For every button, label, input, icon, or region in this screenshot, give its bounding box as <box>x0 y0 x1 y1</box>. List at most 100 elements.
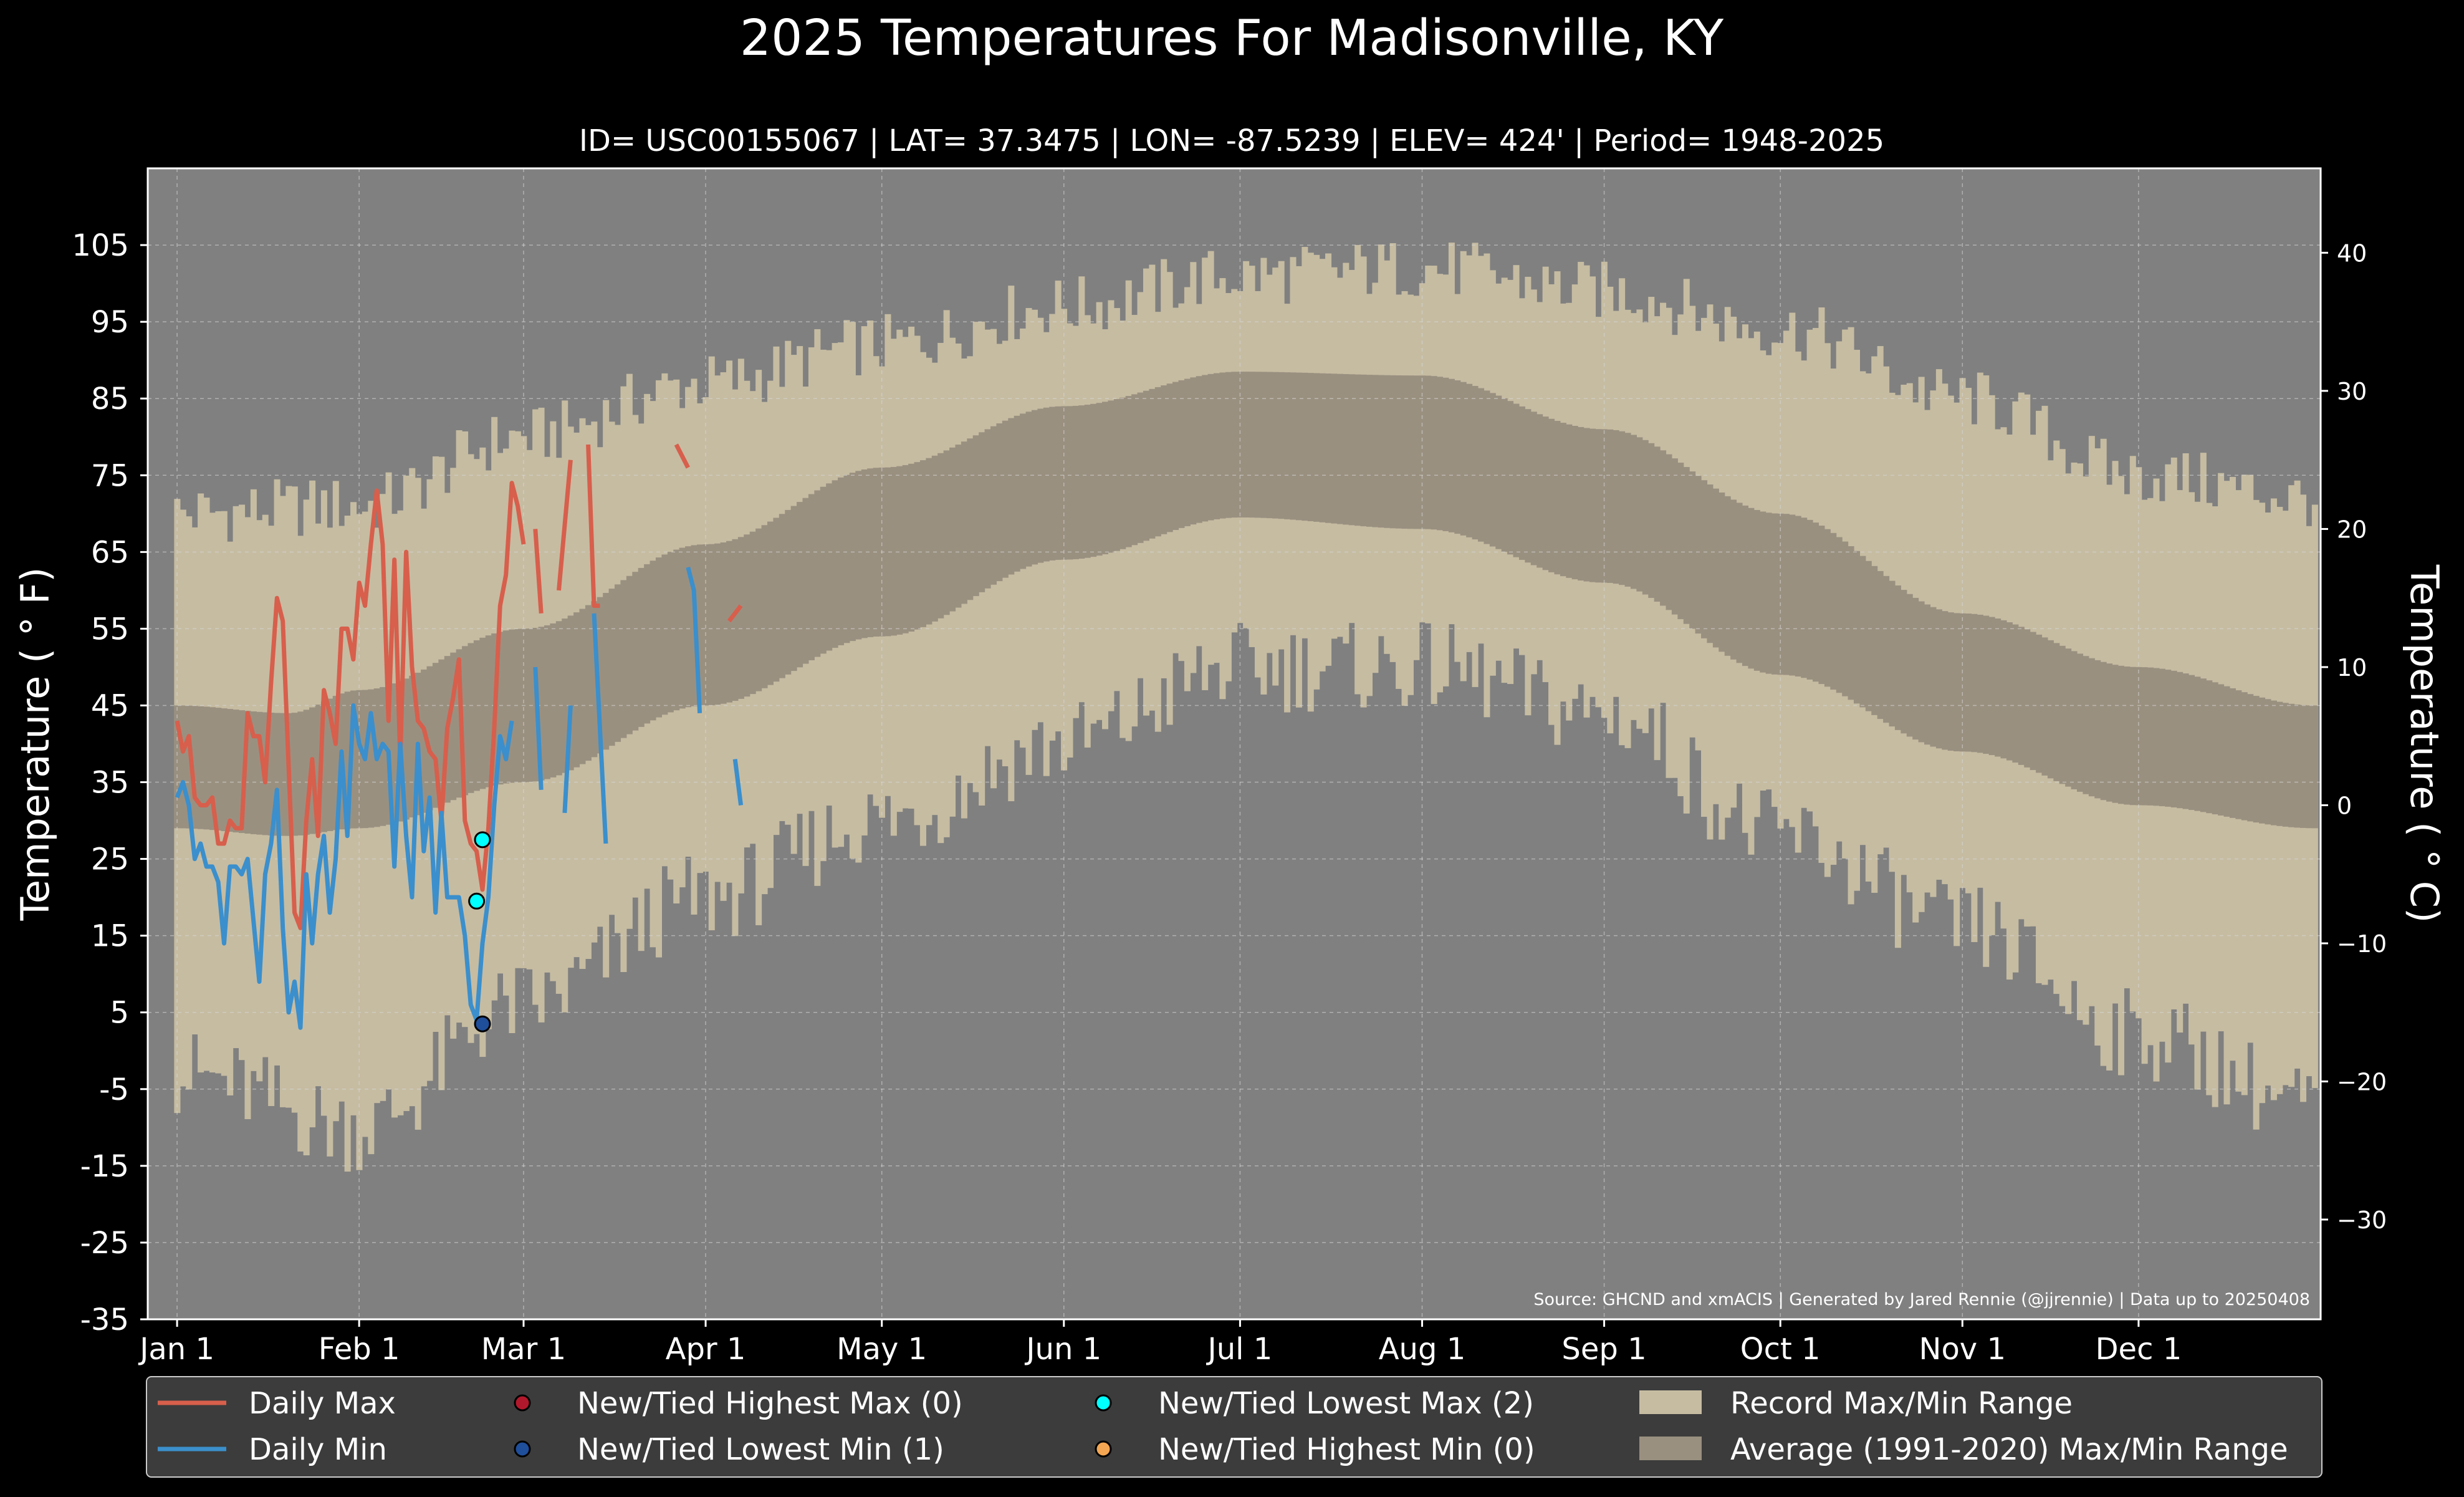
average-range-bar <box>2194 676 2201 811</box>
average-range-bar <box>1589 428 1596 582</box>
average-range-bar <box>350 690 357 829</box>
legend-marker-swatch <box>1095 1440 1112 1458</box>
average-range-bar <box>1178 380 1185 528</box>
daily-max-line <box>674 443 690 469</box>
average-range-bar <box>1613 430 1619 584</box>
daily-max-line <box>175 481 526 930</box>
average-range-bar <box>2177 671 2184 809</box>
average-range-bar <box>1507 401 1514 555</box>
series-lines <box>175 443 744 1030</box>
average-range-bar <box>1959 613 1966 752</box>
average-range-bar <box>1284 372 1291 519</box>
average-range-bar <box>1372 375 1379 527</box>
average-range-bar <box>861 469 868 638</box>
legend-item: Daily Max <box>158 1386 396 1421</box>
y-left-tick-label: -15 <box>80 1149 129 1184</box>
average-range-bar <box>1789 514 1796 676</box>
y-right-tick-label: −30 <box>2337 1206 2387 1234</box>
average-range-bar <box>802 498 809 664</box>
average-range-bar <box>2306 705 2313 829</box>
average-range-bar <box>626 575 633 734</box>
average-range-bar <box>655 557 662 718</box>
average-range-bar <box>1783 514 1790 675</box>
legend-label: Daily Max <box>249 1386 396 1421</box>
y-right-tick-label: 20 <box>2337 516 2367 543</box>
average-range-bar <box>567 615 574 771</box>
average-range-bar <box>1988 617 1995 756</box>
average-range-bar <box>291 713 298 836</box>
average-range-bar <box>1583 428 1590 582</box>
average-range-bar <box>1354 374 1361 526</box>
average-range-bar <box>914 462 921 630</box>
average-range-bar <box>1578 426 1584 581</box>
average-range-bar <box>931 455 938 622</box>
average-range-bar <box>2300 705 2307 828</box>
average-range-bar <box>696 544 703 706</box>
average-range-bar <box>1325 373 1332 523</box>
x-tick-label: Feb 1 <box>319 1332 400 1367</box>
average-range-bar <box>1748 508 1755 669</box>
average-range-bar <box>2276 701 2283 826</box>
average-range-bar <box>638 567 645 727</box>
average-range-bar <box>1348 374 1355 526</box>
average-range-bar <box>1055 406 1062 560</box>
average-range-bar <box>2288 703 2295 827</box>
average-range-bar <box>344 691 351 829</box>
average-range-bar <box>1983 615 1990 754</box>
average-range-bar <box>949 447 956 612</box>
record-range-bar <box>297 536 304 1152</box>
average-range-bar <box>996 423 1003 582</box>
average-range-bar <box>1090 403 1097 557</box>
average-range-bar <box>1877 570 1884 720</box>
average-range-bar <box>984 429 991 589</box>
average-range-bar <box>732 539 739 701</box>
average-range-bar <box>1607 429 1614 583</box>
daily-min-line <box>175 703 514 1030</box>
y-left-tick-label: 65 <box>91 535 129 570</box>
average-range-bar <box>591 601 598 758</box>
average-range-bar <box>644 564 651 724</box>
average-range-bar <box>2200 678 2207 812</box>
average-range-bar <box>2053 643 2060 781</box>
average-range-bar <box>937 453 944 619</box>
plot-area <box>146 167 2322 1321</box>
average-range-bar <box>1536 414 1543 568</box>
source-note: Source: GHCND and xmACIS | Generated by … <box>1533 1290 2310 1309</box>
average-range-bar <box>250 711 257 834</box>
average-range-bar <box>2218 684 2225 816</box>
average-range-bar <box>2141 667 2148 806</box>
average-range-bar <box>2006 622 2013 761</box>
average-range-bar <box>1119 397 1126 549</box>
average-range-bar <box>2041 637 2048 776</box>
new-tied-lowest-max-marker <box>474 831 491 849</box>
x-tick-label: Oct 1 <box>1740 1332 1821 1367</box>
average-range-bar <box>1760 511 1767 673</box>
average-range-bar <box>1566 424 1573 578</box>
average-range-bar <box>2159 668 2165 807</box>
average-range-bar <box>1636 437 1643 592</box>
average-range-bar <box>1818 526 1825 685</box>
average-range-bar <box>244 711 251 834</box>
average-range-bar <box>1331 373 1338 524</box>
x-tick-label: Mar 1 <box>481 1332 566 1367</box>
average-range-bar <box>1824 529 1831 687</box>
average-range-bar <box>2170 670 2177 807</box>
average-range-bar <box>797 502 803 668</box>
average-range-bar <box>1389 375 1396 529</box>
average-range-bar <box>826 483 833 651</box>
legend-label: New/Tied Highest Max (0) <box>577 1386 963 1421</box>
average-range-bar <box>1830 532 1837 690</box>
average-range-bar <box>1466 383 1473 537</box>
average-range-bar <box>737 537 744 699</box>
y-left-tick-label: 35 <box>91 766 129 801</box>
average-range-bar <box>855 471 862 640</box>
average-range-bar <box>808 494 815 660</box>
average-range-bar <box>972 435 979 597</box>
average-range-bar <box>955 445 962 608</box>
x-tick-label: Jan 1 <box>138 1332 214 1367</box>
average-range-bar <box>1401 375 1408 529</box>
average-range-bar <box>1518 406 1525 561</box>
average-range-bar <box>2212 682 2218 815</box>
average-range-bar <box>2229 688 2236 818</box>
x-tick-label: Jul 1 <box>1206 1332 1273 1367</box>
